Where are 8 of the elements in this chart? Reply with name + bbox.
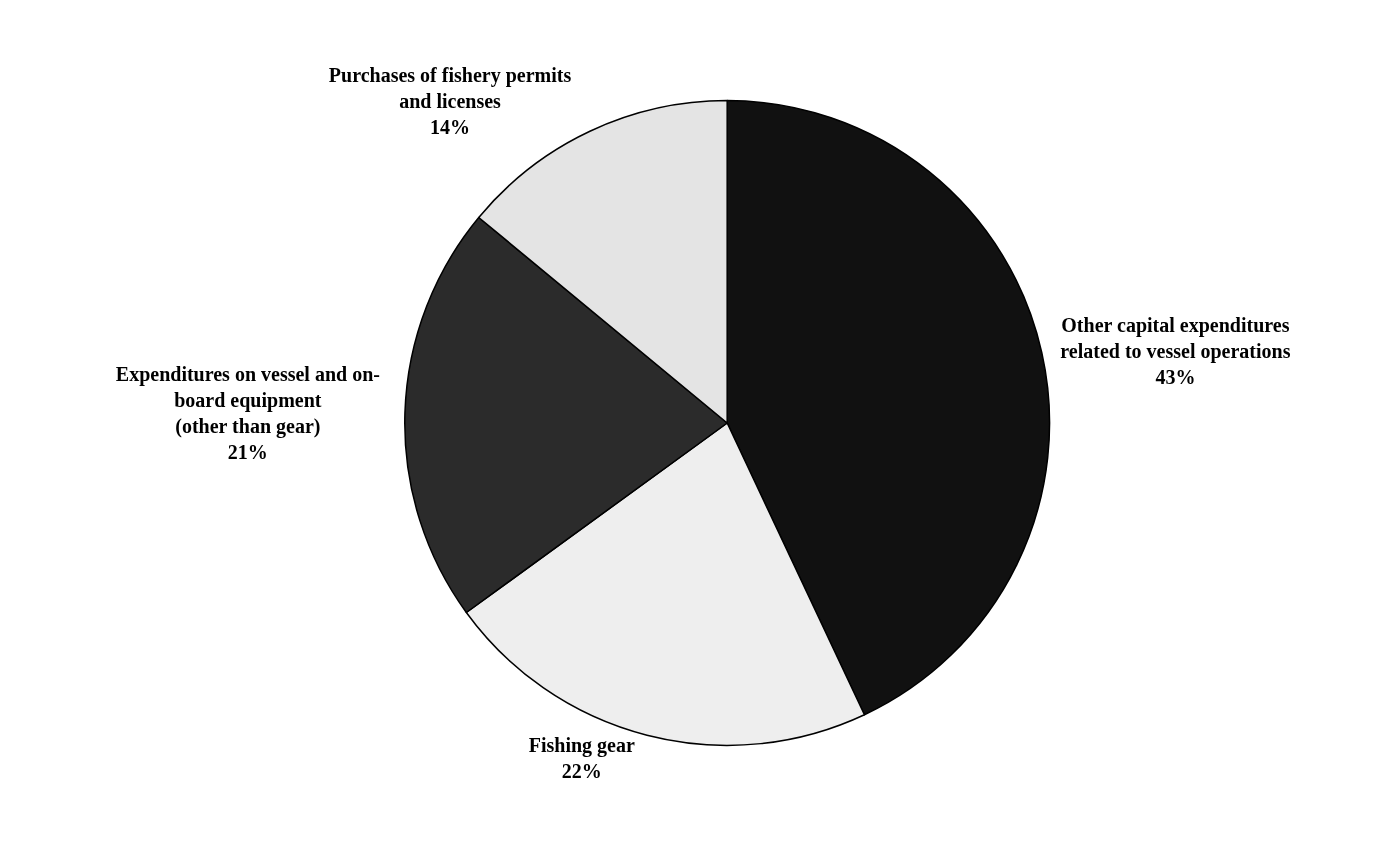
slice-label: Purchases of fishery permits and licenses xyxy=(328,63,572,112)
data-label: 22% xyxy=(561,759,602,782)
slice-label: Expenditures on vessel and on- board equipment (other than gear) xyxy=(115,362,380,438)
slice-label: Other capital expenditures related to vessel operations xyxy=(1060,313,1291,363)
data-label: 21% xyxy=(227,440,268,463)
slice-label: Fishing gear xyxy=(528,733,635,757)
data-label: 14% xyxy=(430,115,470,138)
data-label: 43% xyxy=(1155,365,1196,388)
